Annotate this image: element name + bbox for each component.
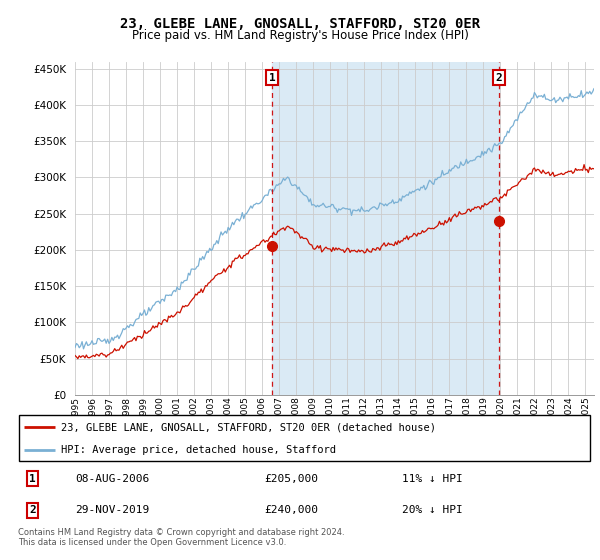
Text: 23, GLEBE LANE, GNOSALL, STAFFORD, ST20 0ER: 23, GLEBE LANE, GNOSALL, STAFFORD, ST20 … [120, 17, 480, 31]
Text: 1: 1 [269, 73, 275, 82]
Text: Contains HM Land Registry data © Crown copyright and database right 2024.
This d: Contains HM Land Registry data © Crown c… [18, 528, 344, 547]
Text: HPI: Average price, detached house, Stafford: HPI: Average price, detached house, Staf… [61, 445, 336, 455]
Text: £240,000: £240,000 [265, 505, 319, 515]
Text: 29-NOV-2019: 29-NOV-2019 [76, 505, 149, 515]
Text: 2: 2 [496, 73, 502, 82]
Text: Price paid vs. HM Land Registry's House Price Index (HPI): Price paid vs. HM Land Registry's House … [131, 29, 469, 42]
Text: 23, GLEBE LANE, GNOSALL, STAFFORD, ST20 0ER (detached house): 23, GLEBE LANE, GNOSALL, STAFFORD, ST20 … [61, 422, 436, 432]
Bar [272, 62, 499, 395]
Text: 1: 1 [29, 474, 36, 484]
Text: 20% ↓ HPI: 20% ↓ HPI [402, 505, 463, 515]
Text: 08-AUG-2006: 08-AUG-2006 [76, 474, 149, 484]
Text: £205,000: £205,000 [265, 474, 319, 484]
FancyBboxPatch shape [19, 416, 590, 461]
Text: 2: 2 [29, 505, 36, 515]
Text: 11% ↓ HPI: 11% ↓ HPI [402, 474, 463, 484]
